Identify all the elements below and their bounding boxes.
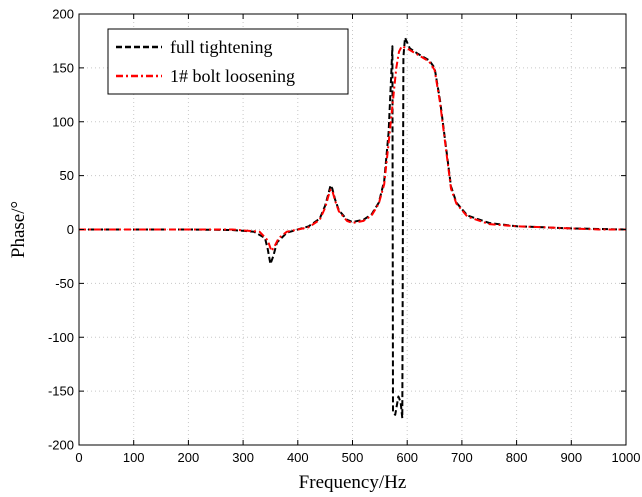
y-tick-label: 100 bbox=[52, 114, 74, 129]
x-tick-label: 400 bbox=[287, 450, 309, 465]
y-tick-label: -100 bbox=[48, 330, 74, 345]
x-axis-label: Frequency/Hz bbox=[299, 472, 407, 493]
y-tick-label: -150 bbox=[48, 384, 74, 399]
legend-label-full-tightening: full tightening bbox=[170, 37, 273, 57]
x-tick-label: 300 bbox=[232, 450, 254, 465]
x-tick-label: 500 bbox=[342, 450, 364, 465]
x-tick-label: 1000 bbox=[612, 450, 641, 465]
x-tick-label: 0 bbox=[75, 450, 82, 465]
y-tick-label: -50 bbox=[55, 276, 74, 291]
x-tick-label: 900 bbox=[560, 450, 582, 465]
axis-ticks: 0 100 200 300 400 500 600 700 800 900 1000-200-150… bbox=[48, 7, 640, 466]
legend-box bbox=[107, 28, 349, 95]
legend-label-bolt-loosening: 1# bolt loosening bbox=[170, 66, 295, 86]
x-tick-label: 600 bbox=[396, 450, 418, 465]
y-axis-label: Phase/° bbox=[8, 201, 29, 258]
y-tick-label: 0 bbox=[67, 222, 74, 237]
y-tick-label: 50 bbox=[60, 168, 74, 183]
y-tick-label: 150 bbox=[52, 60, 74, 75]
y-tick-label: -200 bbox=[48, 438, 74, 453]
x-tick-label: 800 bbox=[506, 450, 528, 465]
legend: full tightening 1# bolt loosening bbox=[107, 28, 349, 95]
series-line-1 bbox=[79, 45, 626, 252]
x-tick-label: 200 bbox=[178, 450, 200, 465]
x-tick-label: 700 bbox=[451, 450, 473, 465]
x-tick-label: 100 bbox=[123, 450, 145, 465]
y-tick-label: 200 bbox=[52, 7, 74, 22]
plot-lines bbox=[79, 36, 627, 420]
